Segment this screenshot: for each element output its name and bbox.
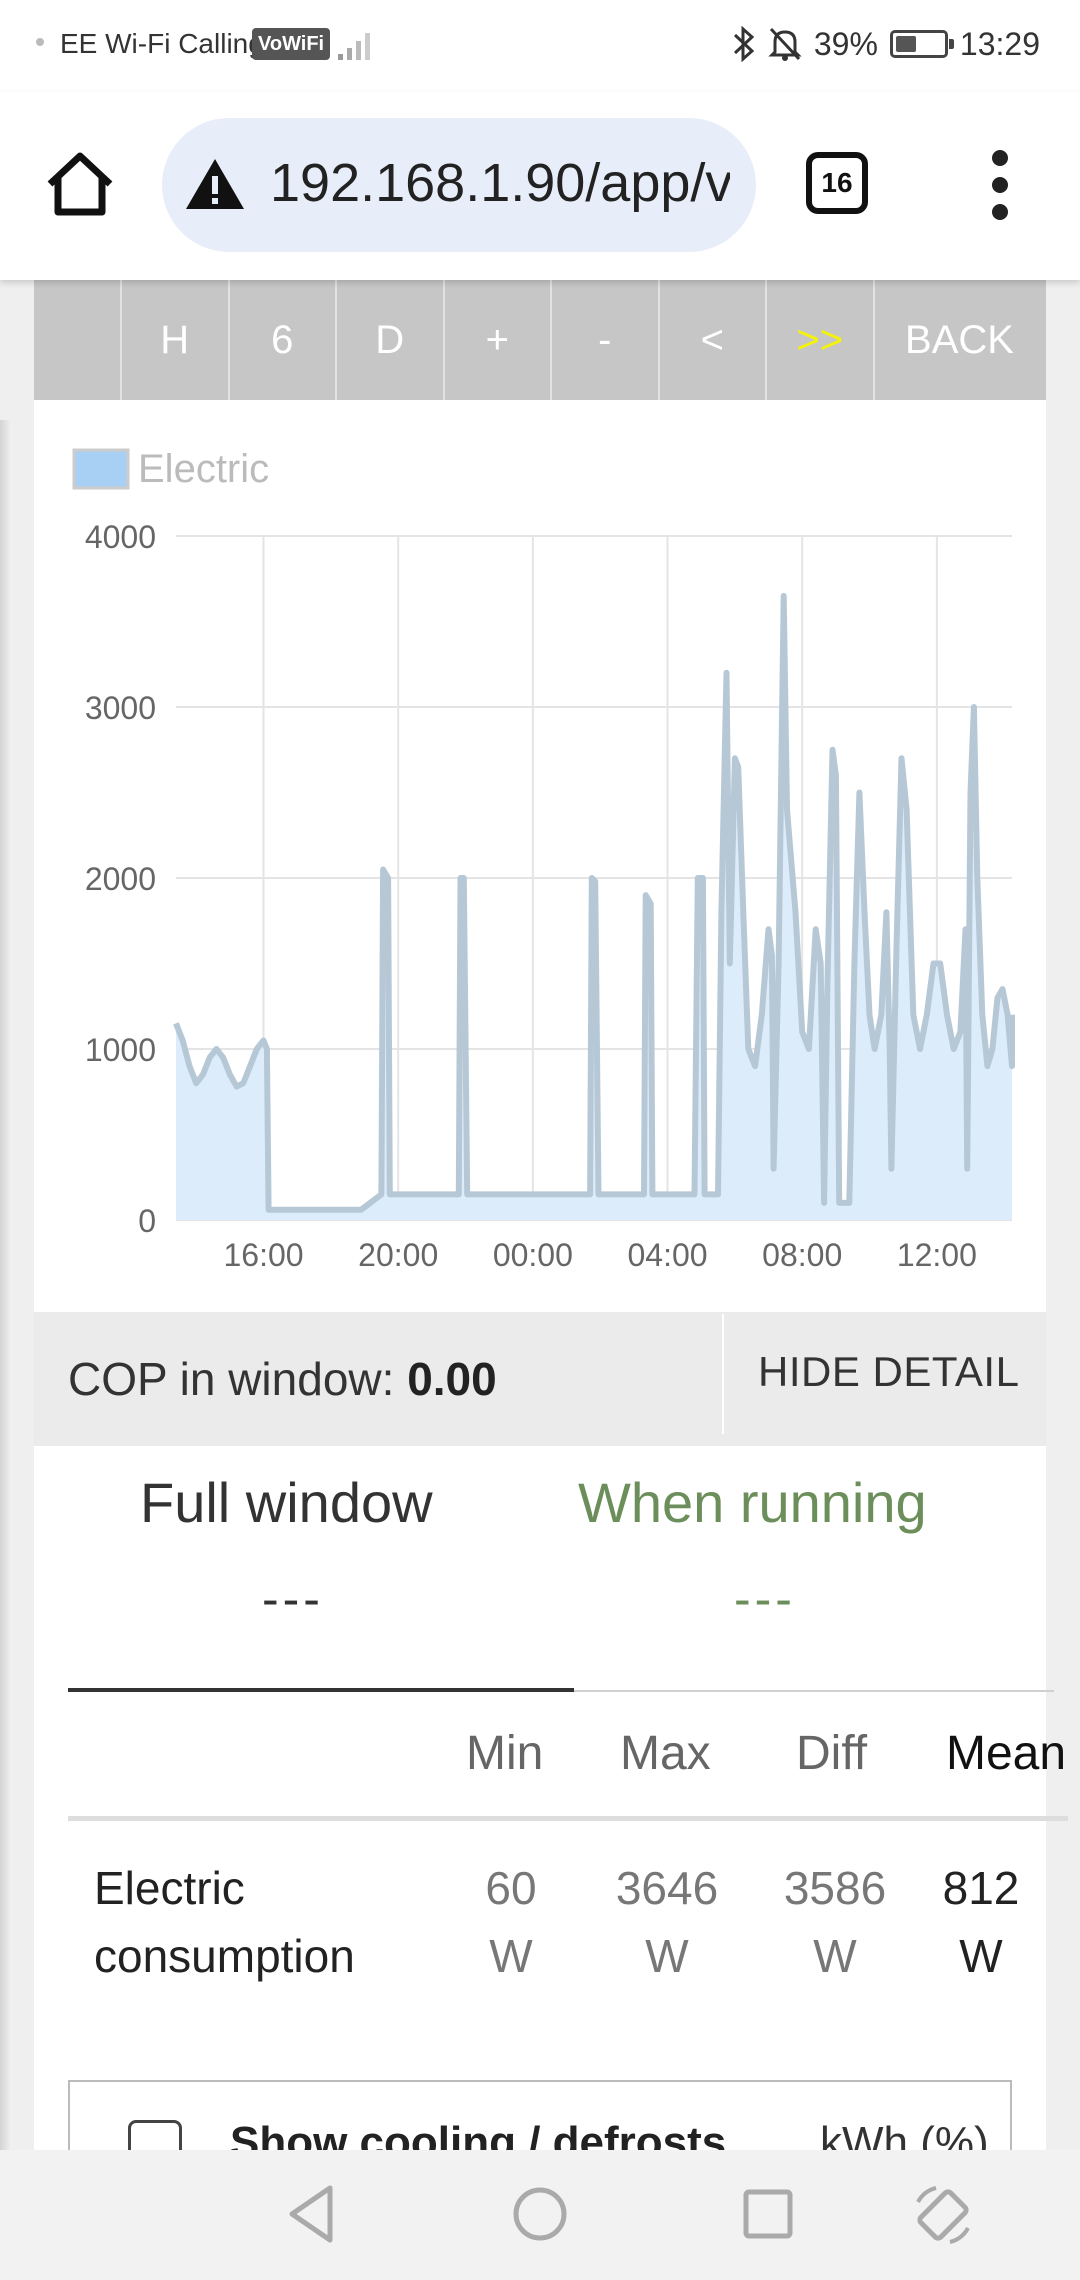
cell-max-value: 3646 bbox=[615, 1862, 719, 1914]
vowifi-badge: VoWiFi bbox=[252, 28, 331, 60]
bluetooth-icon bbox=[733, 26, 755, 62]
header-min: Min bbox=[466, 1727, 544, 1780]
signal-strength-icon bbox=[338, 33, 370, 60]
tab-divider bbox=[574, 1690, 1054, 1692]
cell-min-unit: W bbox=[489, 1930, 533, 1982]
cop-row: COP in window: 0.00 HIDE DETAIL bbox=[34, 1312, 1046, 1446]
x-tick-label: 00:00 bbox=[493, 1237, 573, 1273]
tab-full-window[interactable]: Full window bbox=[140, 1471, 433, 1534]
clock: 13:29 bbox=[959, 25, 1040, 62]
y-tick-label: 1000 bbox=[85, 1032, 156, 1068]
cop-label: COP in window: bbox=[68, 1353, 408, 1405]
nav-zoom-in-button[interactable]: + bbox=[442, 280, 551, 400]
x-tick-label: 08:00 bbox=[762, 1237, 842, 1273]
header-max: Max bbox=[620, 1727, 711, 1780]
detail-card: H 6 D + - < >> BACK Electric 0 1000 2000 300… bbox=[34, 280, 1068, 2150]
legend-swatch bbox=[72, 448, 130, 490]
tab-when-running[interactable]: When running bbox=[578, 1471, 927, 1534]
nav-spacer bbox=[34, 280, 120, 400]
y-tick-label: 0 bbox=[138, 1203, 156, 1239]
header-diff: Diff bbox=[796, 1727, 868, 1780]
series-line bbox=[173, 592, 1015, 1213]
cell-max-unit: W bbox=[645, 1930, 689, 1982]
x-tick-label: 16:00 bbox=[223, 1237, 303, 1273]
home-circle-icon[interactable] bbox=[510, 2182, 570, 2246]
overflow-menu-icon[interactable] bbox=[978, 150, 1022, 220]
battery-icon bbox=[889, 30, 954, 58]
y-tick-label: 4000 bbox=[85, 519, 156, 555]
cell-diff: 3586 W bbox=[770, 1854, 900, 1990]
cell-diff-unit: W bbox=[813, 1930, 857, 1982]
cooling-unit: kWh (%) bbox=[820, 2118, 989, 2150]
electric-chart: Electric 0 1000 2000 3000 4000 16:00 20:00 00:00… bbox=[34, 400, 1046, 1312]
cell-min-value: 60 bbox=[485, 1862, 537, 1914]
nav-back-button[interactable]: BACK bbox=[872, 280, 1045, 400]
nav-next-button[interactable]: >> bbox=[765, 280, 873, 400]
x-tick-label: 12:00 bbox=[897, 1237, 977, 1273]
battery-percent: 39% bbox=[813, 25, 878, 62]
time-nav-bar: H 6 D + - < >> BACK bbox=[34, 280, 1046, 400]
warning-icon[interactable] bbox=[184, 156, 246, 212]
cop-divider bbox=[722, 1314, 724, 1434]
carrier-label: EE Wi-Fi Calling bbox=[60, 28, 264, 59]
table-header-rule bbox=[68, 1816, 1068, 1821]
cell-min: 60 W bbox=[446, 1854, 576, 1990]
cop-value: 0.00 bbox=[407, 1353, 497, 1405]
nav-6h-button[interactable]: 6 bbox=[227, 280, 336, 400]
x-tick-label: 20:00 bbox=[358, 1237, 438, 1273]
cell-max: 3646 W bbox=[602, 1854, 732, 1990]
x-tick-label: 04:00 bbox=[627, 1237, 707, 1273]
notification-dot-icon bbox=[36, 38, 44, 46]
rotate-icon[interactable] bbox=[910, 2182, 976, 2248]
url-text[interactable]: 192.168.1.90/app/v bbox=[270, 153, 730, 213]
page-content: H 6 D + - < >> BACK Electric 0 1000 2000 300… bbox=[0, 280, 1080, 2150]
cooling-options-box: Show cooling / defrosts kWh (%) bbox=[68, 2080, 1012, 2150]
full-window-value: --- bbox=[262, 1571, 324, 1627]
row-label-line1: Electric bbox=[94, 1862, 245, 1914]
muted-bell-icon bbox=[768, 27, 802, 61]
system-nav-bar bbox=[0, 2150, 1080, 2280]
nav-zoom-out-button[interactable]: - bbox=[550, 280, 658, 400]
cell-mean-value: 812 bbox=[942, 1862, 1020, 1914]
row-label: Electric consumption bbox=[94, 1854, 355, 1990]
recents-icon[interactable] bbox=[738, 2182, 798, 2246]
cell-mean: 812 W bbox=[916, 1854, 1046, 1990]
side-drawer-edge bbox=[0, 420, 12, 2150]
nav-prev-button[interactable]: < bbox=[657, 280, 766, 400]
status-bar: EE Wi-Fi Calling VoWiFi 39% 13:29 bbox=[0, 0, 1080, 92]
active-tab-indicator bbox=[68, 1688, 574, 1692]
cell-diff-value: 3586 bbox=[783, 1862, 887, 1914]
home-icon[interactable] bbox=[40, 144, 120, 224]
header-mean: Mean bbox=[946, 1727, 1067, 1780]
address-bar[interactable]: 192.168.1.90/app/v bbox=[162, 118, 756, 252]
y-tick-label: 2000 bbox=[85, 861, 156, 897]
hide-detail-button[interactable]: HIDE DETAIL bbox=[758, 1348, 1020, 1395]
nav-day-button[interactable]: D bbox=[335, 280, 443, 400]
y-tick-label: 3000 bbox=[85, 690, 156, 726]
chart-svg: Electric 0 1000 2000 3000 4000 16:00 20:00 00:00… bbox=[72, 447, 1015, 1273]
back-icon[interactable] bbox=[282, 2182, 342, 2246]
legend-label: Electric bbox=[138, 447, 269, 491]
row-label-line2: consumption bbox=[94, 1930, 355, 1982]
cell-mean-unit: W bbox=[959, 1930, 1003, 1982]
tab-switcher-button[interactable]: 16 bbox=[806, 152, 868, 214]
cooling-label[interactable]: Show cooling / defrosts bbox=[230, 2118, 727, 2150]
cop-text: COP in window: 0.00 bbox=[68, 1352, 497, 1406]
browser-toolbar: 192.168.1.90/app/v 16 bbox=[0, 92, 1080, 280]
when-running-value: --- bbox=[734, 1571, 796, 1627]
nav-hour-button[interactable]: H bbox=[120, 280, 228, 400]
cooling-checkbox[interactable] bbox=[128, 2120, 182, 2150]
